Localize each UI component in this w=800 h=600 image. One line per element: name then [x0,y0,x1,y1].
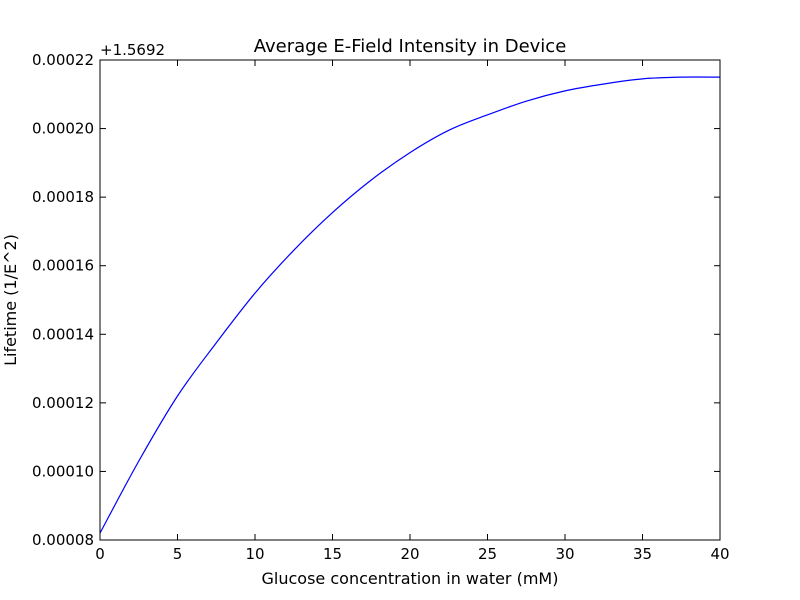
y-offset-label: +1.5692 [100,41,165,59]
y-tick-label: 0.00016 [32,257,94,275]
y-tick-label: 0.00022 [32,51,94,69]
x-tick-label: 15 [323,545,342,563]
y-tick-label: 0.00008 [32,531,94,549]
x-axis-label: Glucose concentration in water (mM) [262,569,559,588]
x-tick-label: 5 [173,545,183,563]
y-tick-label: 0.00010 [32,462,94,480]
y-axis-label: Lifetime (1/E^2) [1,234,20,366]
plot-area-frame [99,59,721,541]
y-tick-label: 0.00012 [32,394,94,412]
x-tick-label: 35 [633,545,652,563]
series-line-0 [99,76,721,534]
y-tick-label: 0.00018 [32,188,94,206]
x-tick-label: 10 [245,545,264,563]
x-tick-label: 0 [95,545,105,563]
y-tick-label: 0.00020 [32,120,94,138]
x-tick-label: 30 [555,545,574,563]
x-tick-label: 20 [400,545,419,563]
x-tick-label: 40 [710,545,729,563]
chart-title: Average E-Field Intensity in Device [254,36,567,57]
y-tick-label: 0.00014 [32,325,94,343]
x-tick-label: 25 [478,545,497,563]
